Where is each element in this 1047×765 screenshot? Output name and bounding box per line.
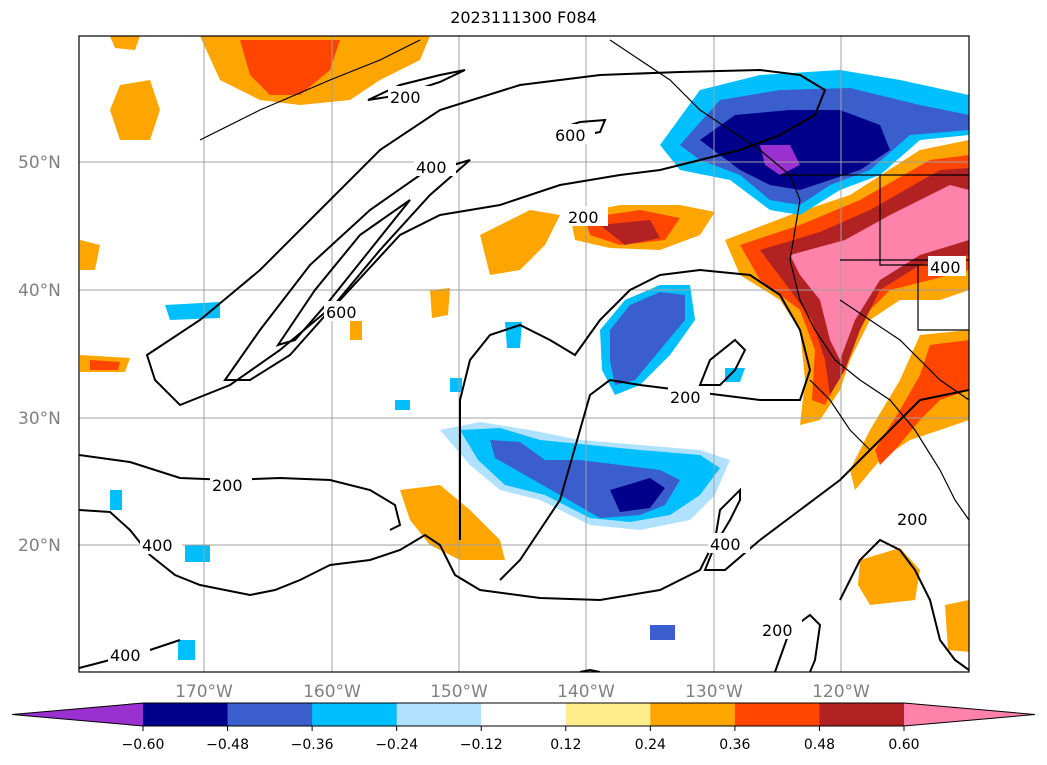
contour-label: 200 <box>897 510 928 529</box>
map-gridlines <box>79 36 969 672</box>
colorbar-tick-label: −0.12 <box>460 737 503 753</box>
colorbar-cell <box>396 703 482 726</box>
colorbar-tick-label: −0.24 <box>375 737 418 753</box>
contour-label: 200 <box>212 476 243 495</box>
contour-label: 200 <box>568 208 599 227</box>
contour-label: 400 <box>110 646 141 665</box>
contour-label: 200 <box>762 621 793 640</box>
colorbar-tick-label: −0.36 <box>291 737 334 753</box>
contour-label: 200 <box>390 88 421 107</box>
lon-label: 130°W <box>685 682 743 702</box>
lat-label: 50°N <box>18 153 61 173</box>
colorbar-tick-label: 0.48 <box>804 737 835 753</box>
colorbar-cell <box>481 703 567 726</box>
lon-label: 150°W <box>430 682 488 702</box>
contour-label: 400 <box>710 535 741 554</box>
colorbar-tick-label: −0.48 <box>206 737 249 753</box>
contour-label: 400 <box>142 536 173 555</box>
contour-label: 600 <box>326 303 357 322</box>
positive-anomaly-fills <box>80 36 969 652</box>
negative-anomaly-fills <box>110 70 969 660</box>
colorbar-cell <box>650 703 736 726</box>
map-frame <box>78 35 970 673</box>
lat-label: 20°N <box>18 536 61 556</box>
lon-label: 160°W <box>303 682 361 702</box>
colorbar-cell <box>734 703 820 726</box>
colorbar-cell <box>143 703 229 726</box>
contour-label: 400 <box>930 258 961 277</box>
lon-label: 170°W <box>175 682 233 702</box>
lat-label: 40°N <box>18 281 61 301</box>
colorbar-tick-label: 0.12 <box>550 737 581 753</box>
colorbar-cell <box>227 703 313 726</box>
contour-label: 600 <box>555 126 586 145</box>
contour-label: 400 <box>416 158 447 177</box>
colorbar-extend-right <box>904 703 1035 726</box>
colorbar-cell <box>565 703 651 726</box>
lon-label: 120°W <box>812 682 870 702</box>
lat-label: 30°N <box>18 409 61 429</box>
coastlines <box>199 39 969 521</box>
lon-label: 140°W <box>557 682 615 702</box>
colorbar-tick-label: 0.24 <box>635 737 666 753</box>
colorbar-tick-label: 0.60 <box>888 737 919 753</box>
colorbar-tick-label: −0.60 <box>122 737 165 753</box>
contour-label: 200 <box>670 388 701 407</box>
colorbar-cell <box>819 703 905 726</box>
map-title: 2023111300 F084 <box>450 8 597 27</box>
colorbar-cell <box>312 703 398 726</box>
colorbar-tick-label: 0.36 <box>719 737 750 753</box>
colorbar-extend-left <box>12 703 143 726</box>
